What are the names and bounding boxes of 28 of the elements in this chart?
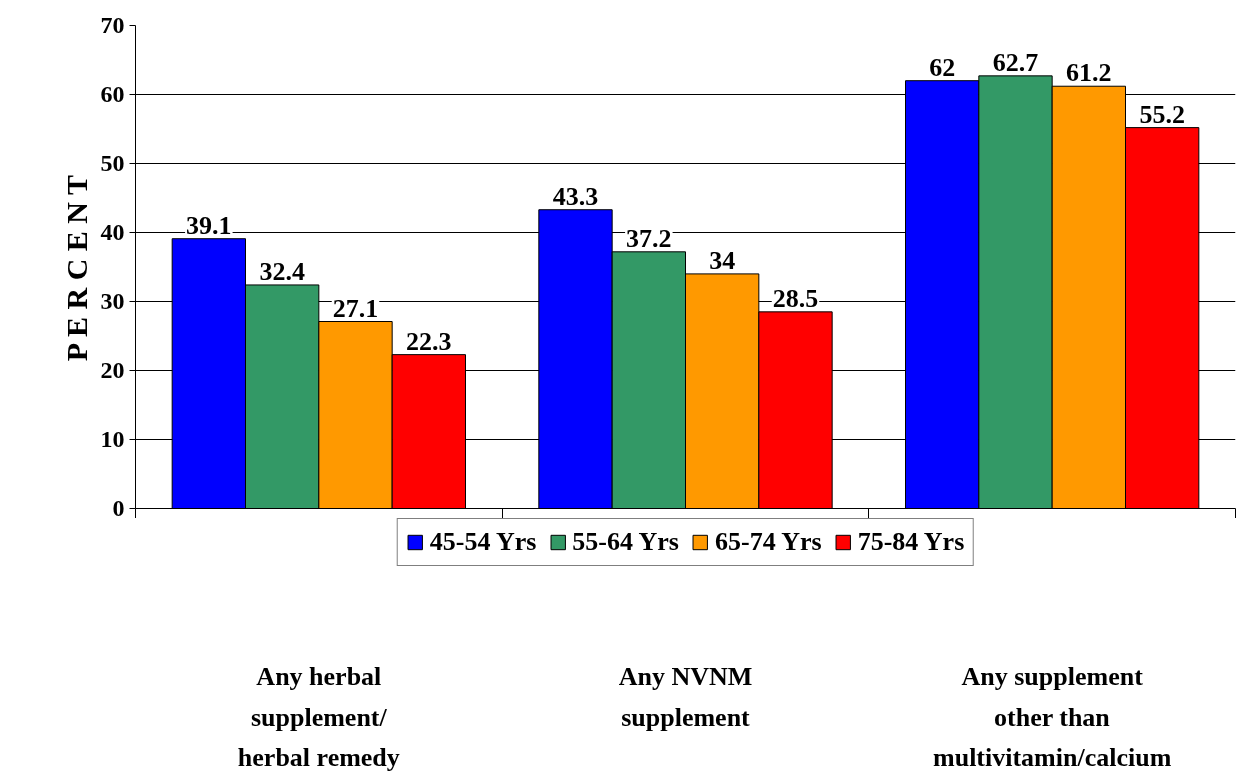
y-tick-label: 20 xyxy=(100,357,125,383)
data-label: 62 xyxy=(929,52,956,82)
data-label: 39.1 xyxy=(186,210,232,240)
data-label: 55.2 xyxy=(1139,99,1185,129)
x-tick-label: Any NVNM supplement xyxy=(618,662,753,732)
x-tick-label: Any herbal supplement/ herbal remedy xyxy=(237,662,400,773)
data-label: 62.7 xyxy=(992,47,1039,77)
data-label: 34 xyxy=(709,245,736,275)
data-label: 43.3 xyxy=(552,181,599,211)
legend-label: 55-64 Yrs xyxy=(572,527,679,557)
x-tick-label: Any supplement other than multivitamin/calcium xyxy=(933,662,1172,773)
data-label: 27.1 xyxy=(332,293,379,323)
data-label: 22.3 xyxy=(406,326,452,356)
y-tick-label: 0 xyxy=(112,495,125,521)
legend-label: 45-54 Yrs xyxy=(429,527,537,557)
data-label: 37.2 xyxy=(626,223,672,253)
y-tick-label: 10 xyxy=(100,426,125,452)
y-tick-label: 70 xyxy=(100,12,125,38)
legend-label: 75-84 Yrs xyxy=(857,527,965,557)
y-tick-label: 60 xyxy=(100,81,125,107)
y-axis-title: P E R C E N T xyxy=(59,175,93,362)
legend-label: 65-74 Yrs xyxy=(715,527,822,557)
data-label: 28.5 xyxy=(772,283,819,313)
y-tick-label: 50 xyxy=(100,150,125,176)
y-tick-label: 40 xyxy=(100,219,125,245)
y-tick-label: 30 xyxy=(100,288,125,314)
data-label: 32.4 xyxy=(259,256,305,286)
data-label: 61.2 xyxy=(1066,58,1112,88)
